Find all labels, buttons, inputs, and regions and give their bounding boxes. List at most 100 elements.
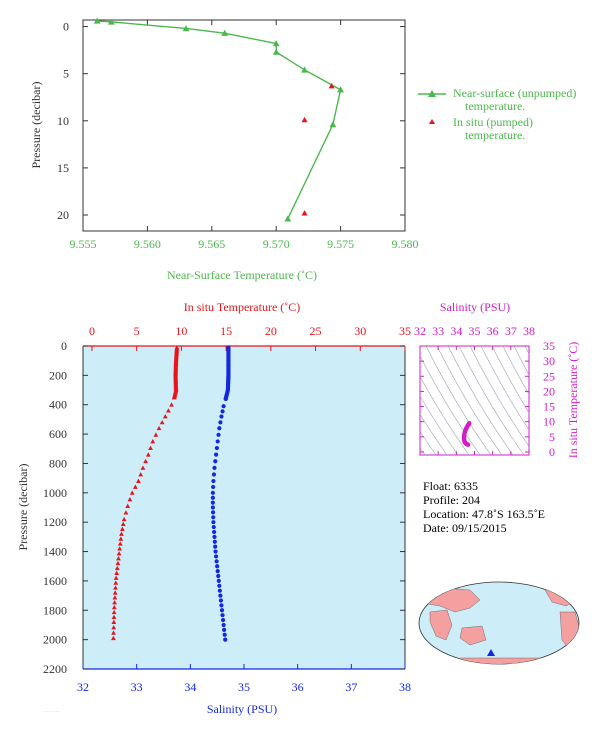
- profile-y-ticks: 0 200 400 600 800 1000 1200 1400 1600 1800 2000 220…: [43, 339, 405, 676]
- ts-y-tick-label: 10: [543, 415, 555, 429]
- salinity-point: [215, 569, 220, 574]
- salinity-point: [214, 559, 219, 564]
- legend-marker-in-situ: [429, 119, 435, 124]
- profile-y-label: Pressure (decibar): [16, 464, 30, 551]
- salinity-point: [213, 459, 218, 464]
- density-contour: [420, 395, 459, 455]
- ts-y-tick-label: 15: [543, 400, 555, 414]
- salinity-point: [221, 622, 226, 628]
- temperature-point: [118, 536, 124, 541]
- salinity-tick-label: 35: [238, 680, 250, 694]
- near-surface-panel: 9.555 9.560 9.565 9.570 9.575 9.580 05101520 …: [29, 17, 576, 282]
- x-tick-label: 9.580: [392, 237, 419, 251]
- map-africa: [429, 609, 453, 641]
- near-surface-point: [107, 18, 115, 25]
- profile-panel: 0200400600800100012001400160018002000220…: [16, 300, 411, 716]
- temperature-tick-label: 35: [399, 324, 411, 338]
- temperature-point: [117, 546, 123, 551]
- ts-salinity-ticks: 32 33 34 35 36 37 38: [414, 324, 535, 455]
- near-surface-point: [272, 48, 280, 55]
- salinity-point: [217, 426, 222, 431]
- legend-near-surface-line1: Near-surface (unpumped): [453, 86, 576, 100]
- salinity-tick-label: 36: [292, 680, 304, 694]
- temperature-point: [143, 458, 149, 464]
- salinity-point: [214, 445, 219, 451]
- salinity-point: [212, 539, 217, 544]
- temperature-tick-label: 30: [354, 324, 366, 338]
- temperature-point: [153, 432, 159, 437]
- salinity-point: [215, 564, 220, 569]
- salinity-point: [211, 472, 217, 477]
- salinity-point: [216, 432, 221, 437]
- profile-salinity-label: Salinity (PSU): [207, 702, 277, 716]
- y-tick-label: 2200: [43, 662, 67, 676]
- salinity-point: [216, 573, 221, 579]
- salinity-point: [212, 529, 217, 535]
- near-surface-y-label: Pressure (decibar): [29, 82, 43, 169]
- temperature-point: [111, 630, 116, 635]
- salinity-point: [213, 549, 218, 554]
- temperature-point: [162, 414, 168, 419]
- temperature-tick-label: 10: [175, 324, 187, 338]
- salinity-point: [213, 544, 218, 549]
- salinity-point: [220, 617, 226, 623]
- y-tick-label: 0: [61, 339, 67, 353]
- salinity-point: [210, 505, 215, 510]
- ts-y-label: In situ Temperature (˚C): [566, 342, 580, 459]
- ts-x-tick-label: 32: [414, 324, 426, 338]
- salinity-tick-label: 33: [131, 680, 143, 694]
- temperature-point: [112, 590, 118, 595]
- density-contour: [420, 375, 470, 455]
- near-surface-point: [329, 121, 337, 128]
- salinity-tick-label: 37: [345, 680, 357, 694]
- near-surface-plot-frame: [82, 19, 406, 232]
- y-tick-label: 10: [57, 114, 69, 128]
- temperature-point: [125, 503, 131, 508]
- temperature-point: [111, 625, 117, 630]
- salinity-point: [211, 520, 216, 525]
- salinity-point: [219, 414, 224, 419]
- ts-x-tick-label: 37: [505, 324, 517, 338]
- y-tick-label: 1200: [43, 515, 67, 529]
- salinity-point: [213, 554, 219, 559]
- near-surface-point: [284, 215, 292, 222]
- density-contour: [458, 346, 525, 455]
- profile-salinity-ticks: 32 33 34 35 36 37 38: [77, 664, 411, 694]
- temperature-point: [111, 619, 117, 624]
- temperature-tick-label: 15: [220, 324, 232, 338]
- density-contour: [425, 346, 492, 455]
- salinity-point: [222, 632, 227, 637]
- temperature-point: [127, 497, 133, 502]
- temperature-point: [116, 555, 121, 561]
- ts-y-tick-label: 35: [543, 339, 555, 353]
- y-tick-label: 20: [57, 208, 69, 222]
- in-situ-point: [301, 210, 308, 216]
- float-number: Float: 6335: [423, 479, 478, 493]
- temperature-point: [112, 595, 118, 600]
- near-surface-point: [337, 86, 344, 93]
- salinity-point: [213, 452, 219, 457]
- density-contour: [420, 413, 448, 455]
- salinity-point: [221, 404, 226, 409]
- salinity-tick-label: 32: [77, 680, 89, 694]
- y-tick-label: 200: [49, 368, 67, 382]
- temperature-point: [114, 565, 120, 571]
- ts-x-tick-label: 34: [450, 324, 462, 338]
- salinity-point: [220, 613, 225, 618]
- float-info: Float: 6335 Profile: 204 Location: 47.8˚…: [423, 479, 545, 535]
- ts-y-tick-label: 20: [543, 384, 555, 398]
- x-tick-label: 9.575: [327, 237, 354, 251]
- temperature-point: [119, 531, 124, 536]
- date: Date: 09/15/2015: [423, 521, 507, 535]
- density-contour: [491, 346, 529, 414]
- near-surface-line: [97, 20, 342, 220]
- salinity-point: [217, 583, 222, 588]
- near-surface-point: [182, 25, 190, 32]
- ts-x-tick-label: 33: [432, 324, 444, 338]
- map-australia: [459, 625, 487, 646]
- float-location-marker: [487, 649, 495, 656]
- temperature-point: [115, 560, 121, 566]
- y-tick-label: 1400: [43, 545, 67, 559]
- ts-x-tick-label: 35: [469, 324, 481, 338]
